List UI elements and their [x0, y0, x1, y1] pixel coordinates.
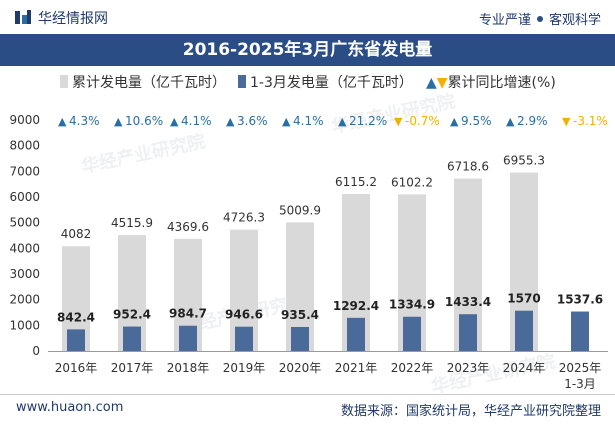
bar-q1 — [459, 314, 477, 351]
legend-item-growth: ▲▼累计同比增速(%) — [426, 72, 556, 92]
bar-cumulative-value-label: 5009.9 — [279, 203, 321, 217]
bar-q1 — [403, 316, 421, 351]
growth-down-icon: ▼ — [562, 115, 571, 128]
y-tick-label: 1000 — [9, 318, 40, 332]
legend-swatch-blue — [238, 75, 246, 88]
bar-cumulative-value-label: 4515.9 — [111, 216, 153, 230]
bar-q1 — [235, 326, 253, 351]
growth-label: 10.6% — [125, 114, 163, 128]
footer-divider — [0, 394, 615, 395]
bar-cumulative-value-label: 6955.3 — [503, 153, 545, 167]
bar-cumulative-value-label: 6718.6 — [447, 160, 489, 174]
y-tick-label: 7000 — [9, 164, 40, 178]
footer-source: 数据来源：国家统计局，华经产业研究院整理 — [340, 404, 601, 419]
bar-q1-value-label: 952.4 — [113, 308, 151, 322]
growth-up-icon: ▲ — [506, 115, 515, 128]
bar-q1 — [179, 325, 197, 351]
y-tick-label: 4000 — [9, 241, 40, 255]
growth-down-icon: ▼ — [394, 115, 403, 128]
growth-up-icon: ▲ — [338, 115, 347, 128]
up-triangle-icon: ▲ — [426, 75, 437, 91]
title-bar — [0, 34, 615, 66]
logo-icon — [15, 10, 31, 24]
bar-q1-value-label: 1433.4 — [445, 295, 491, 309]
legend: 累计发电量（亿千瓦时） 1-3月发电量（亿千瓦时） ▲▼累计同比增速(%) — [0, 68, 615, 92]
y-tick-label: 5000 — [9, 216, 40, 230]
x-tick-label: 2017年 — [111, 361, 154, 375]
legend-label-q1: 1-3月发电量（亿千瓦时） — [250, 75, 413, 91]
growth-up-icon: ▲ — [170, 115, 179, 128]
bar-q1-value-label: 1334.9 — [389, 298, 435, 312]
x-tick-label: 2016年 — [55, 361, 98, 375]
bar-q1-value-label: 1292.4 — [333, 299, 379, 313]
growth-label: 2.9% — [517, 114, 548, 128]
bar-q1 — [67, 329, 85, 351]
x-tick-label: 2019年 — [223, 361, 266, 375]
brand-name: 华经情报网 — [38, 11, 108, 27]
legend-swatch-gray — [60, 75, 68, 88]
growth-up-icon: ▲ — [114, 115, 123, 128]
growth-up-icon: ▲ — [226, 115, 235, 128]
bar-q1-value-label: 946.6 — [225, 308, 263, 322]
y-tick-label: 9000 — [9, 113, 40, 127]
growth-label: 4.1% — [181, 114, 212, 128]
bar-cumulative-value-label: 4082 — [61, 227, 92, 241]
x-tick-label: 2024年 — [503, 361, 546, 375]
growth-label: 3.6% — [237, 114, 268, 128]
legend-item-cumulative: 累计发电量（亿千瓦时） — [60, 72, 226, 92]
tagline-right: 客观科学 — [548, 13, 601, 28]
bar-cumulative-value-label: 6102.2 — [391, 175, 433, 189]
bar-q1 — [347, 317, 365, 351]
bar-q1-value-label: 1570 — [507, 292, 540, 306]
y-tick-label: 0 — [32, 344, 40, 358]
growth-label: -0.7% — [405, 114, 440, 128]
growth-label: 4.3% — [69, 114, 100, 128]
legend-label-cumulative: 累计发电量（亿千瓦时） — [72, 75, 226, 91]
bar-q1-value-label: 935.4 — [281, 308, 319, 322]
bar-q1 — [291, 326, 309, 351]
growth-label: 21.2% — [349, 114, 387, 128]
footer-url: www.huaon.com — [16, 400, 124, 415]
tagline: 专业严谨 客观科学 — [479, 9, 601, 28]
bar-cumulative-value-label: 4726.3 — [223, 211, 265, 225]
growth-label: 9.5% — [461, 114, 492, 128]
y-tick-label: 2000 — [9, 293, 40, 307]
y-tick-label: 6000 — [9, 190, 40, 204]
bar-cumulative-value-label: 4369.6 — [167, 220, 209, 234]
x-tick-label: 1-3月 — [564, 377, 596, 391]
x-tick-label: 2021年 — [335, 361, 378, 375]
x-tick-label: 2023年 — [447, 361, 490, 375]
bar-q1-value-label: 842.4 — [57, 310, 95, 324]
growth-label: -3.1% — [573, 114, 608, 128]
chart-title: 2016-2025年3月广东省发电量 — [182, 40, 433, 60]
top-bar: 华经情报网 专业严谨 客观科学 — [0, 0, 615, 34]
legend-item-q1: 1-3月发电量（亿千瓦时） — [238, 72, 413, 92]
chart: 0 1000 2000 3000 4000 5000 6000 7000 8000 9000 408… — [9, 113, 608, 391]
bar-q1-value-label: 1537.6 — [557, 293, 603, 307]
bar-q1 — [123, 326, 141, 351]
bar-q1-value-label: 984.7 — [169, 307, 207, 321]
x-tick-label: 2022年 — [391, 361, 434, 375]
separator-dot-icon — [536, 16, 543, 22]
down-triangle-icon: ▼ — [436, 75, 448, 91]
legend-label-growth: 累计同比增速(%) — [447, 75, 556, 91]
x-tick-label: 2025年 — [559, 361, 602, 375]
bar-q1 — [515, 310, 533, 351]
growth-up-icon: ▲ — [450, 115, 459, 128]
x-tick-label: 2018年 — [167, 361, 210, 375]
growth-label: 4.1% — [293, 114, 324, 128]
bar-q1 — [571, 311, 589, 351]
growth-up-icon: ▲ — [282, 115, 291, 128]
tagline-left: 专业严谨 — [478, 13, 531, 28]
bar-cumulative-value-label: 6115.2 — [335, 175, 377, 189]
y-tick-label: 3000 — [9, 267, 40, 281]
x-tick-label: 2020年 — [279, 361, 322, 375]
y-tick-label: 8000 — [9, 139, 40, 153]
growth-up-icon: ▲ — [58, 115, 67, 128]
